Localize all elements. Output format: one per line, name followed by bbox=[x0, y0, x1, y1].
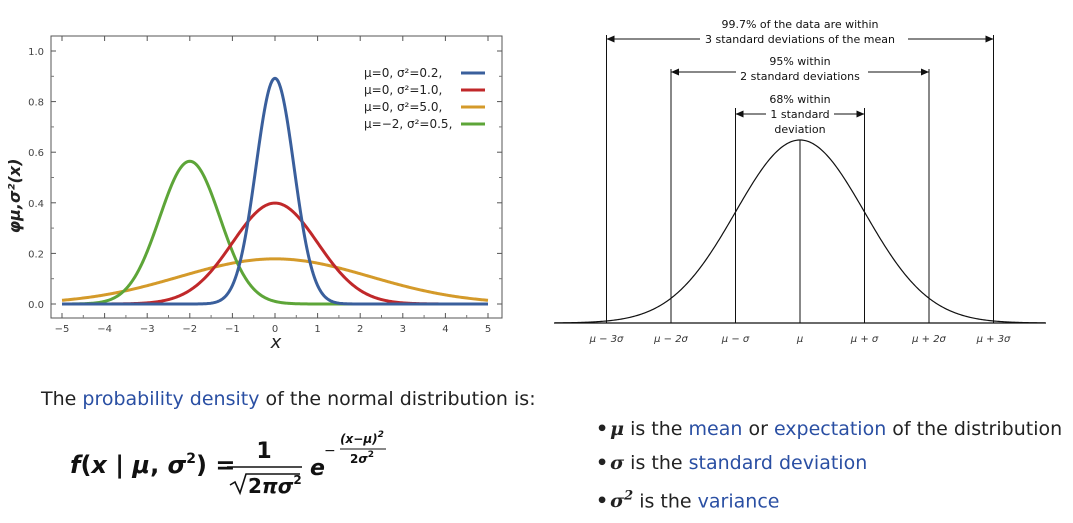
formula-base: e bbox=[310, 456, 325, 481]
sigma-base: σ bbox=[610, 490, 625, 513]
exponent-minus: − bbox=[324, 443, 336, 459]
x-tick-label: −1 bbox=[225, 324, 240, 335]
mu-symbol: μ bbox=[610, 418, 625, 440]
normal-pdf-formula: f(x | μ, σ2) = 1 2πσ2 e − (x−μ)2 2σ2 bbox=[70, 430, 386, 498]
standard-deviation-link[interactable]: standard deviation bbox=[688, 452, 868, 474]
sigma-tick-label: μ − 2σ bbox=[653, 334, 688, 345]
x-tick-label: −2 bbox=[182, 324, 197, 335]
bullet-dot: • bbox=[596, 490, 609, 513]
sigma-tick-label: μ + σ bbox=[850, 334, 879, 345]
x-tick-label: −5 bbox=[55, 324, 70, 335]
y-axis-label: φμ,σ²(x) bbox=[5, 159, 24, 234]
intro-prefix: The bbox=[41, 388, 77, 410]
curve-group bbox=[61, 76, 489, 306]
x-tick-label: 5 bbox=[485, 324, 491, 335]
y-tick-label: 0.8 bbox=[28, 98, 44, 109]
sigma-tick-label: μ + 2σ bbox=[911, 334, 946, 345]
arrowhead-right bbox=[856, 110, 865, 118]
formula-numerator: 1 bbox=[256, 439, 271, 464]
range-annotation-text: 2 standard deviations bbox=[740, 70, 860, 83]
list-item-std: • σ is the standard deviation bbox=[596, 449, 1066, 483]
intro-text: The probability density of the normal di… bbox=[41, 388, 536, 410]
y-tick-label: 1.0 bbox=[28, 47, 44, 58]
bullet-text: or bbox=[748, 418, 768, 440]
list-item-variance: • σ2 is the variance bbox=[596, 483, 1066, 517]
variance-link[interactable]: variance bbox=[697, 490, 780, 513]
bullet-dot: • bbox=[596, 418, 609, 440]
range-annotation-text: 3 standard deviations of the mean bbox=[705, 33, 895, 46]
x-tick-label: 3 bbox=[400, 324, 406, 335]
legend-label: μ=0, σ²=0.2, bbox=[364, 66, 442, 80]
arrowhead-left bbox=[671, 68, 679, 76]
y-tick-label: 0.6 bbox=[28, 148, 44, 159]
mean-link[interactable]: mean bbox=[688, 418, 743, 440]
sigma-symbol: σ bbox=[610, 452, 625, 474]
x-tick-label: 0 bbox=[272, 324, 278, 335]
range-annotation-text: deviation bbox=[774, 123, 825, 136]
probability-density-link[interactable]: probability density bbox=[82, 388, 260, 410]
x-tick-label: 2 bbox=[357, 324, 363, 335]
definition-list: • μ is the mean or expectation of the dist… bbox=[596, 415, 1066, 517]
arrowhead-right bbox=[921, 68, 929, 76]
tick-group: −5 −4 −3 −2 −1 0 1 2 3 4 5 0.0 0.2 0.4 0.6 0.8 1.0 bbox=[28, 36, 502, 335]
pdf-line-chart: −5 −4 −3 −2 −1 0 1 2 3 4 5 0.0 0.2 0.4 0.6 0.8 1.0 μ=0, … bbox=[5, 35, 503, 353]
pdf-curve-0 bbox=[61, 76, 489, 306]
range-annotation-text: 68% within bbox=[769, 93, 830, 106]
formula-lhs: f(x | μ, σ2) = bbox=[70, 451, 235, 479]
range-annotation-text: 95% within bbox=[769, 55, 830, 68]
bullet-text: is the bbox=[639, 490, 692, 513]
arrowhead-left bbox=[606, 35, 615, 43]
sigma-tick-label: μ − 3σ bbox=[589, 334, 624, 345]
y-tick-label: 0.0 bbox=[28, 300, 44, 311]
intro-suffix: of the normal distribution is: bbox=[265, 388, 536, 410]
x-axis-label: x bbox=[270, 332, 282, 353]
sigma-tick-label: μ + 3σ bbox=[976, 334, 1011, 345]
arrowhead-right bbox=[985, 35, 994, 43]
legend-label: μ=0, σ²=5.0, bbox=[364, 100, 442, 114]
sqrt-sign bbox=[229, 473, 300, 496]
sigma-squared-symbol: σ2 bbox=[610, 489, 634, 513]
bullet-text: is the bbox=[630, 418, 683, 440]
square-exponent: 2 bbox=[624, 489, 634, 504]
x-tick-label: 4 bbox=[442, 324, 448, 335]
range-annotation-text: 1 standard bbox=[770, 108, 829, 121]
x-tick-label: −4 bbox=[97, 324, 112, 335]
arrowhead-left bbox=[735, 110, 744, 118]
bullet-text: of the distribution bbox=[892, 418, 1063, 440]
sigma-tick-label: μ bbox=[796, 334, 803, 345]
y-tick-label: 0.2 bbox=[28, 249, 44, 260]
formula-denominator: 2πσ2 bbox=[248, 473, 302, 498]
exponent-numerator: (x−μ)2 bbox=[340, 430, 384, 446]
x-tick-label: −3 bbox=[140, 324, 155, 335]
plot-frame bbox=[50, 35, 503, 319]
sigma-tick-label: μ − σ bbox=[721, 334, 750, 345]
exponent-denominator: 2σ2 bbox=[350, 450, 374, 466]
pdf-curve-2 bbox=[61, 257, 489, 302]
x-tick-label: 1 bbox=[314, 324, 320, 335]
bullet-text: is the bbox=[630, 452, 683, 474]
sigma-rule-group: μ − 3σ μ − 2σ μ − σ μ μ + σ μ + 2σ μ + 3σ 99.7%… bbox=[554, 18, 1046, 345]
expectation-link[interactable]: expectation bbox=[773, 418, 887, 440]
y-tick-label: 0.4 bbox=[28, 199, 44, 210]
bullet-dot: • bbox=[596, 452, 609, 474]
legend-label: μ=−2, σ²=0.5, bbox=[364, 117, 452, 131]
legend: μ=0, σ²=0.2, μ=0, σ²=1.0, μ=0, σ²=5.0, μ=−2… bbox=[364, 66, 485, 131]
range-annotation-text: 99.7% of the data are within bbox=[721, 18, 878, 31]
sigma-rule-diagram: μ − 3σ μ − 2σ μ − σ μ μ + σ μ + 2σ μ + 3σ 99.7%… bbox=[554, 18, 1046, 345]
list-item-mean: • μ is the mean or expectation of the dist… bbox=[596, 415, 1066, 449]
legend-label: μ=0, σ²=1.0, bbox=[364, 83, 442, 97]
